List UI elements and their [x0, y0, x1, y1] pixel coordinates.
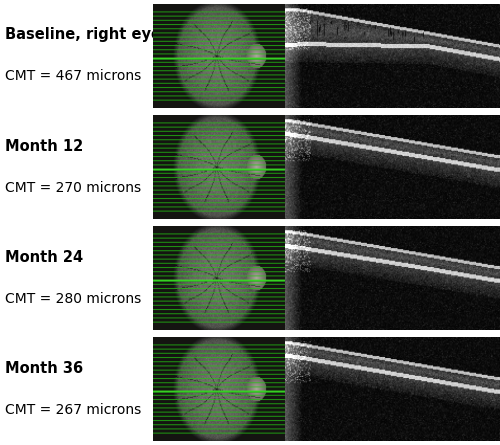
Text: Month 24: Month 24 [6, 250, 84, 265]
Text: Month 12: Month 12 [6, 138, 84, 154]
Text: Month 36: Month 36 [6, 361, 84, 376]
Text: CMT = 270 microns: CMT = 270 microns [6, 181, 141, 195]
Text: CMT = 467 microns: CMT = 467 microns [6, 69, 141, 84]
Text: CMT = 280 microns: CMT = 280 microns [6, 292, 141, 306]
Text: CMT = 267 microns: CMT = 267 microns [6, 403, 141, 417]
Text: Baseline, right eye: Baseline, right eye [6, 27, 162, 42]
